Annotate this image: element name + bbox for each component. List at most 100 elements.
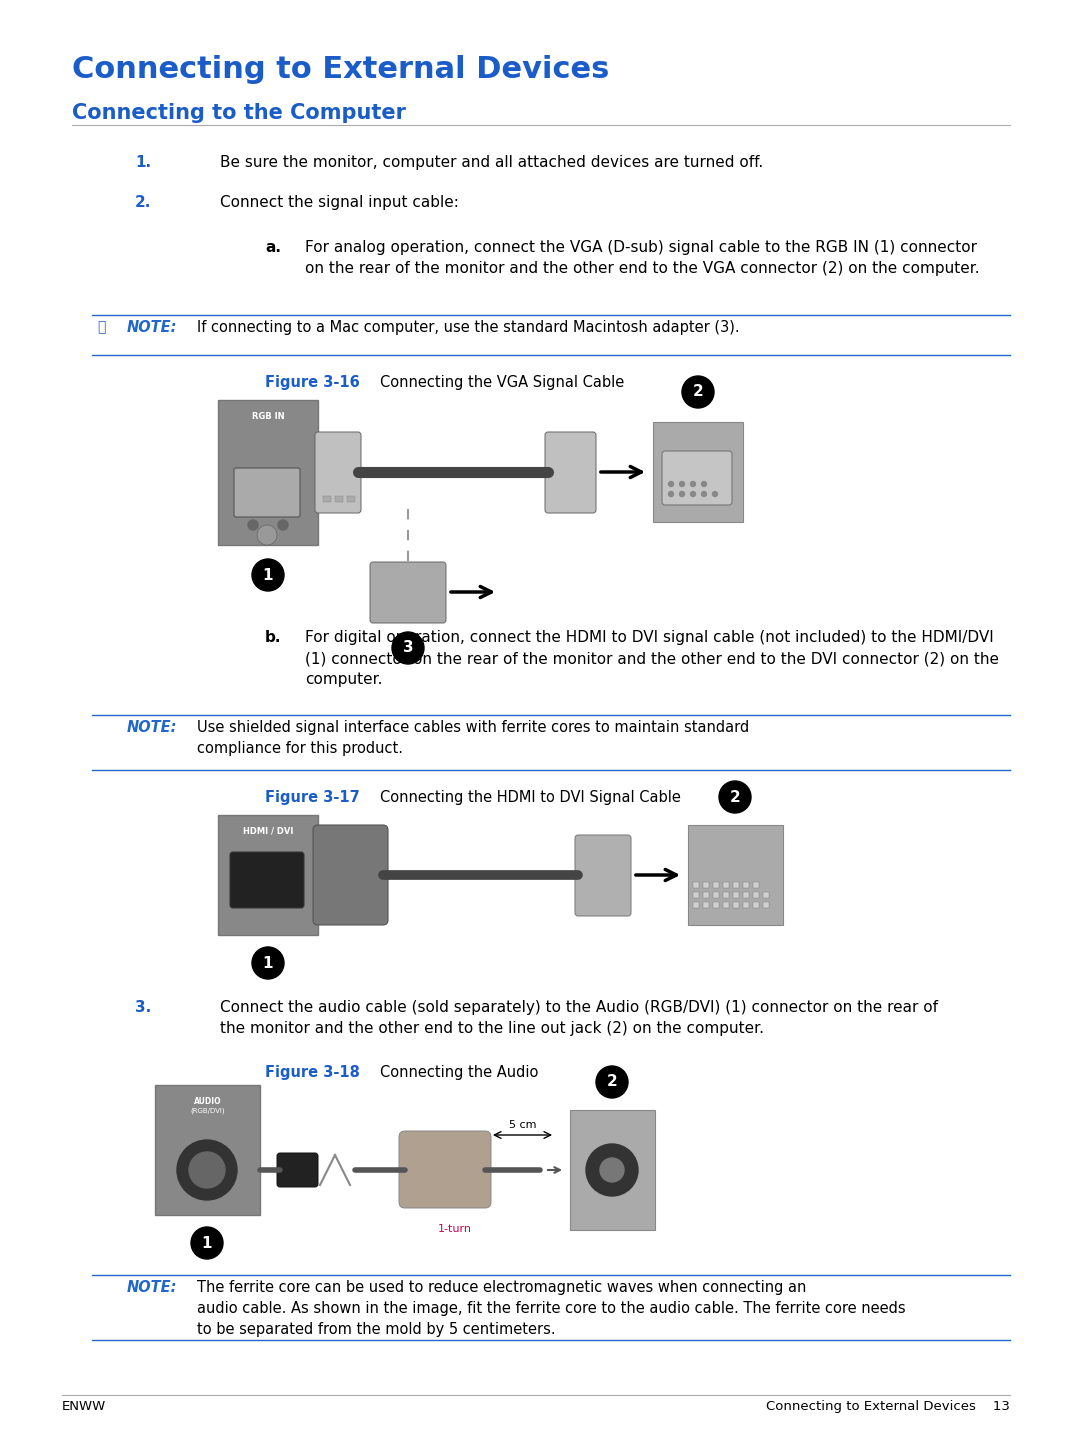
FancyBboxPatch shape	[743, 882, 750, 888]
FancyBboxPatch shape	[713, 902, 719, 908]
Circle shape	[702, 481, 706, 487]
FancyBboxPatch shape	[156, 1085, 260, 1216]
FancyBboxPatch shape	[315, 433, 361, 513]
FancyBboxPatch shape	[723, 902, 729, 908]
FancyBboxPatch shape	[703, 882, 708, 888]
FancyBboxPatch shape	[723, 882, 729, 888]
FancyBboxPatch shape	[545, 433, 596, 513]
FancyBboxPatch shape	[743, 902, 750, 908]
Text: 3.: 3.	[135, 1000, 151, 1015]
Text: 2: 2	[607, 1075, 618, 1089]
Circle shape	[719, 780, 751, 813]
Text: AUDIO: AUDIO	[193, 1096, 221, 1106]
Text: 2: 2	[692, 385, 703, 399]
Circle shape	[177, 1140, 237, 1200]
FancyBboxPatch shape	[347, 496, 355, 502]
FancyBboxPatch shape	[743, 892, 750, 898]
Text: Use shielded signal interface cables with ferrite cores to maintain standard
com: Use shielded signal interface cables wit…	[197, 720, 750, 756]
FancyBboxPatch shape	[703, 892, 708, 898]
Text: 1: 1	[262, 956, 273, 970]
Text: Connecting to the Computer: Connecting to the Computer	[72, 103, 406, 124]
Text: NOTE:: NOTE:	[127, 720, 177, 734]
FancyBboxPatch shape	[575, 835, 631, 915]
Text: 1-turn: 1-turn	[438, 1224, 472, 1234]
FancyBboxPatch shape	[762, 902, 769, 908]
Text: 5 cm: 5 cm	[509, 1119, 537, 1129]
FancyBboxPatch shape	[230, 852, 303, 908]
FancyBboxPatch shape	[218, 399, 318, 545]
FancyBboxPatch shape	[753, 892, 759, 898]
Text: For digital operation, connect the HDMI to DVI signal cable (not included) to th: For digital operation, connect the HDMI …	[305, 629, 999, 687]
Text: NOTE:: NOTE:	[127, 1280, 177, 1295]
FancyBboxPatch shape	[693, 892, 699, 898]
Circle shape	[596, 1066, 627, 1098]
Text: Be sure the monitor, computer and all attached devices are turned off.: Be sure the monitor, computer and all at…	[220, 155, 764, 170]
FancyBboxPatch shape	[733, 902, 739, 908]
FancyBboxPatch shape	[688, 825, 783, 925]
Text: Connecting to External Devices: Connecting to External Devices	[72, 55, 609, 83]
Circle shape	[278, 520, 288, 530]
Circle shape	[713, 491, 717, 497]
Text: 3: 3	[403, 641, 414, 655]
FancyBboxPatch shape	[693, 902, 699, 908]
Text: 1: 1	[262, 568, 273, 582]
Text: The ferrite core can be used to reduce electromagnetic waves when connecting an
: The ferrite core can be used to reduce e…	[197, 1280, 906, 1336]
Text: Connecting the Audio: Connecting the Audio	[380, 1065, 538, 1081]
Text: Connecting to External Devices    13: Connecting to External Devices 13	[766, 1400, 1010, 1413]
FancyBboxPatch shape	[234, 468, 300, 517]
FancyBboxPatch shape	[693, 882, 699, 888]
Text: Figure 3-16: Figure 3-16	[265, 375, 360, 389]
Circle shape	[600, 1158, 624, 1183]
Text: Connecting the HDMI to DVI Signal Cable: Connecting the HDMI to DVI Signal Cable	[380, 790, 680, 805]
Text: b.: b.	[265, 629, 282, 645]
FancyBboxPatch shape	[323, 496, 330, 502]
Circle shape	[252, 947, 284, 979]
Circle shape	[257, 525, 276, 545]
FancyBboxPatch shape	[662, 451, 732, 504]
FancyBboxPatch shape	[570, 1109, 654, 1230]
FancyBboxPatch shape	[753, 882, 759, 888]
Circle shape	[681, 376, 714, 408]
Circle shape	[586, 1144, 638, 1196]
FancyBboxPatch shape	[399, 1131, 491, 1209]
Text: Connect the signal input cable:: Connect the signal input cable:	[220, 195, 459, 210]
FancyBboxPatch shape	[733, 882, 739, 888]
Circle shape	[669, 491, 674, 497]
Circle shape	[679, 481, 685, 487]
Text: NOTE:: NOTE:	[127, 320, 177, 335]
Text: HDMI / DVI: HDMI / DVI	[243, 828, 293, 836]
FancyBboxPatch shape	[313, 825, 388, 925]
Circle shape	[191, 1227, 222, 1259]
Circle shape	[252, 559, 284, 591]
FancyBboxPatch shape	[370, 562, 446, 624]
FancyBboxPatch shape	[713, 892, 719, 898]
Circle shape	[392, 632, 424, 664]
Text: Figure 3-18: Figure 3-18	[265, 1065, 360, 1081]
Text: 1.: 1.	[135, 155, 151, 170]
Text: For analog operation, connect the VGA (D-sub) signal cable to the RGB IN (1) con: For analog operation, connect the VGA (D…	[305, 240, 980, 276]
Text: 2.: 2.	[135, 195, 151, 210]
Text: RGB IN: RGB IN	[252, 412, 284, 421]
FancyBboxPatch shape	[762, 892, 769, 898]
FancyBboxPatch shape	[703, 902, 708, 908]
Text: 2: 2	[730, 789, 741, 805]
Circle shape	[702, 491, 706, 497]
FancyBboxPatch shape	[733, 892, 739, 898]
Circle shape	[690, 481, 696, 487]
FancyBboxPatch shape	[753, 902, 759, 908]
Text: ENWW: ENWW	[62, 1400, 106, 1413]
Circle shape	[679, 491, 685, 497]
FancyBboxPatch shape	[276, 1152, 318, 1187]
Circle shape	[189, 1152, 225, 1188]
Text: 1: 1	[202, 1236, 213, 1250]
FancyBboxPatch shape	[653, 422, 743, 522]
FancyBboxPatch shape	[723, 892, 729, 898]
Text: If connecting to a Mac computer, use the standard Macintosh adapter (3).: If connecting to a Mac computer, use the…	[197, 320, 740, 335]
Text: (RGB/DVI): (RGB/DVI)	[190, 1108, 225, 1115]
Circle shape	[690, 491, 696, 497]
Circle shape	[248, 520, 258, 530]
Circle shape	[669, 481, 674, 487]
Text: Connect the audio cable (sold separately) to the Audio (RGB/DVI) (1) connector o: Connect the audio cable (sold separately…	[220, 1000, 939, 1036]
Text: Connecting the VGA Signal Cable: Connecting the VGA Signal Cable	[380, 375, 624, 389]
Text: a.: a.	[265, 240, 281, 254]
